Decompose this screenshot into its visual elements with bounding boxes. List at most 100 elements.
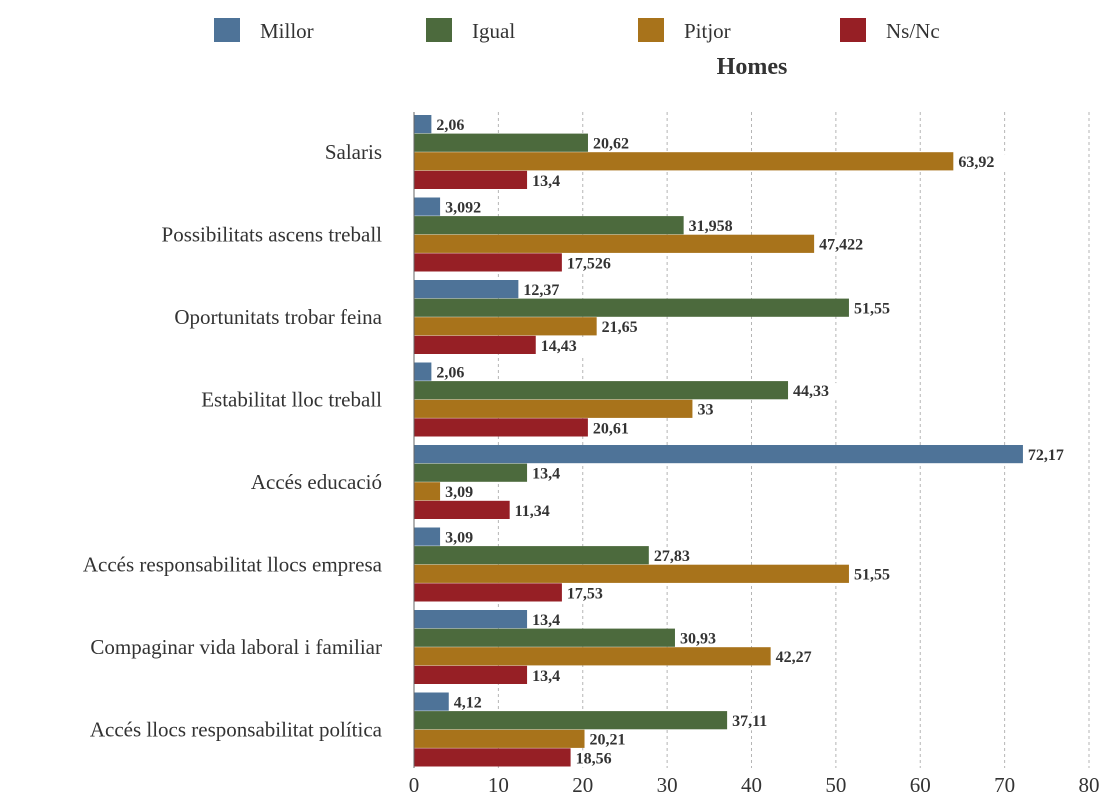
data-label-bg xyxy=(529,172,572,190)
data-label: 72,17 xyxy=(1028,447,1064,464)
data-label: 12,37 xyxy=(523,282,559,299)
x-tick-label: 20 xyxy=(572,773,593,797)
x-tick-label: 40 xyxy=(741,773,762,797)
data-label: 3,09 xyxy=(445,484,473,501)
data-label-bg xyxy=(537,337,590,355)
legend-label: Igual xyxy=(472,19,515,43)
data-label-bg xyxy=(589,420,642,438)
data-label-bg xyxy=(729,713,782,731)
data-label-bg xyxy=(772,649,825,667)
data-label: 4,12 xyxy=(454,695,482,712)
bar xyxy=(414,197,441,216)
x-tick-label: 70 xyxy=(994,773,1015,797)
data-label-bg xyxy=(650,548,703,566)
bar xyxy=(414,115,432,134)
x-tick-label: 80 xyxy=(1079,773,1100,797)
data-label-bg xyxy=(442,484,485,502)
bar xyxy=(414,564,849,583)
legend-label: Pitjor xyxy=(684,19,731,43)
data-label: 14,43 xyxy=(541,338,577,355)
data-label-bg xyxy=(511,502,564,520)
data-label: 17,526 xyxy=(567,255,611,272)
data-label: 3,09 xyxy=(445,530,473,547)
data-label: 51,55 xyxy=(854,301,890,318)
bar xyxy=(414,647,771,666)
bar xyxy=(414,152,954,171)
data-label: 20,21 xyxy=(590,732,626,749)
legend-label: Ns/Nc xyxy=(886,19,940,43)
bar xyxy=(414,748,571,767)
bar xyxy=(414,234,815,253)
category-label: Estabilitat lloc treball xyxy=(201,388,382,412)
category-label: Accés responsabilitat llocs empresa xyxy=(83,553,383,577)
data-label: 13,4 xyxy=(532,173,560,190)
bar xyxy=(414,527,441,546)
bar xyxy=(414,362,432,381)
bar xyxy=(414,500,510,519)
data-label: 47,422 xyxy=(819,237,863,254)
category-labels: Salaris Possibilitats ascens treball Oport… xyxy=(83,140,383,742)
data-label: 37,11 xyxy=(732,713,767,730)
x-tick-label: 60 xyxy=(910,773,931,797)
bar xyxy=(414,546,649,565)
data-label-bg xyxy=(790,383,843,401)
data-label-bg xyxy=(586,731,639,749)
data-label-bg xyxy=(442,199,495,217)
data-label: 30,93 xyxy=(680,631,716,648)
data-label: 17,53 xyxy=(567,585,603,602)
bar xyxy=(414,610,528,629)
category-label: Compaginar vida laboral i familiar xyxy=(90,635,382,659)
data-label: 33 xyxy=(697,402,713,419)
bar xyxy=(414,381,789,400)
data-label-bg xyxy=(850,566,903,584)
legend-swatch xyxy=(426,18,452,42)
data-label: 3,092 xyxy=(445,200,481,217)
legend-swatch xyxy=(214,18,240,42)
bar xyxy=(414,482,441,501)
data-label-bg xyxy=(520,282,573,300)
data-label-bg xyxy=(450,694,494,712)
data-label-bg xyxy=(1024,447,1077,465)
data-label-bg xyxy=(563,255,626,273)
legend-label: Millor xyxy=(260,19,314,43)
bar xyxy=(414,463,528,482)
data-label: 13,4 xyxy=(532,466,560,483)
bar xyxy=(414,729,585,748)
bar xyxy=(414,583,562,602)
category-label: Accés educació xyxy=(251,470,382,494)
data-label-bg xyxy=(694,401,719,419)
grid xyxy=(497,112,1090,768)
data-label-bg xyxy=(529,465,572,483)
data-label: 2,06 xyxy=(436,117,464,134)
bar xyxy=(414,418,588,437)
data-label-bg xyxy=(598,319,651,337)
category-label: Oportunitats trobar feina xyxy=(174,305,382,329)
bar xyxy=(414,317,597,336)
bar xyxy=(414,133,588,152)
data-label: 20,61 xyxy=(593,420,629,437)
bar xyxy=(414,692,449,711)
data-label-bg xyxy=(816,236,878,254)
data-label-bg xyxy=(529,612,572,630)
data-label: 51,55 xyxy=(854,567,890,584)
bar xyxy=(414,399,693,418)
chart-title: Homes xyxy=(717,54,788,80)
data-label-bg xyxy=(563,585,616,603)
data-label-bg xyxy=(433,117,477,135)
bar xyxy=(414,170,528,189)
axis: 0 10 20 30 40 50 60 70 80 xyxy=(409,112,1100,797)
x-tick-label: 10 xyxy=(488,773,509,797)
data-label-bg xyxy=(529,667,572,685)
data-label-bg xyxy=(433,364,477,382)
legend-swatch xyxy=(840,18,866,42)
data-label: 18,56 xyxy=(576,750,612,767)
legend: Millor Igual Pitjor Ns/Nc xyxy=(214,18,940,43)
bars: 2,06 20,62 63,92 13,4 3,092 31,958 47,422 17,52… xyxy=(414,115,1077,768)
bar xyxy=(414,335,536,354)
bar xyxy=(414,445,1023,464)
data-label: 27,83 xyxy=(654,548,690,565)
data-label: 20,62 xyxy=(593,136,629,153)
category-label: Accés llocs responsabilitat política xyxy=(90,718,383,742)
data-label: 21,65 xyxy=(602,319,638,336)
